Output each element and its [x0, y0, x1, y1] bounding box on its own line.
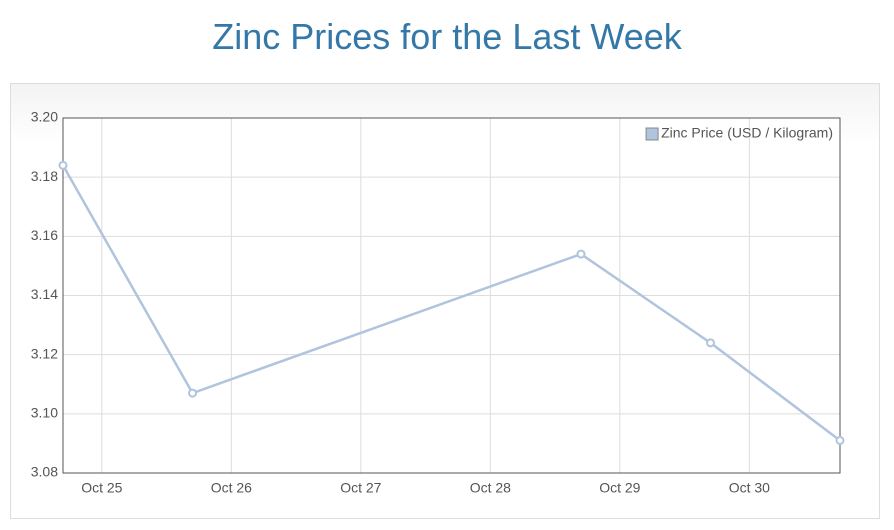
data-point: [576, 249, 586, 259]
y-tick-label: 3.08: [31, 464, 58, 480]
data-point: [706, 338, 715, 348]
data-point: [835, 435, 845, 445]
chart-title: Zinc Prices for the Last Week: [212, 16, 682, 57]
y-tick-label: 3.10: [31, 405, 58, 421]
y-tick-label: 3.12: [31, 345, 58, 361]
y-tick-label: 3.14: [31, 286, 58, 302]
x-tick-label: Oct 28: [470, 480, 511, 496]
legend-swatch: [645, 127, 659, 141]
y-tick-label: 3.20: [31, 109, 58, 125]
y-tick-label: 3.16: [31, 227, 58, 243]
legend-label: Zinc Price (USD / Kilogram): [661, 125, 833, 141]
x-tick-label: Oct 26: [211, 480, 252, 496]
x-tick-label: Oct 27: [340, 480, 381, 496]
x-tick-label: Oct 29: [599, 480, 640, 496]
y-tick-label: 3.18: [31, 168, 58, 184]
data-point: [58, 160, 68, 170]
plot-border: [62, 117, 841, 474]
x-tick-label: Oct 30: [729, 480, 770, 496]
x-tick-label: Oct 25: [81, 480, 122, 496]
data-point: [188, 388, 197, 398]
